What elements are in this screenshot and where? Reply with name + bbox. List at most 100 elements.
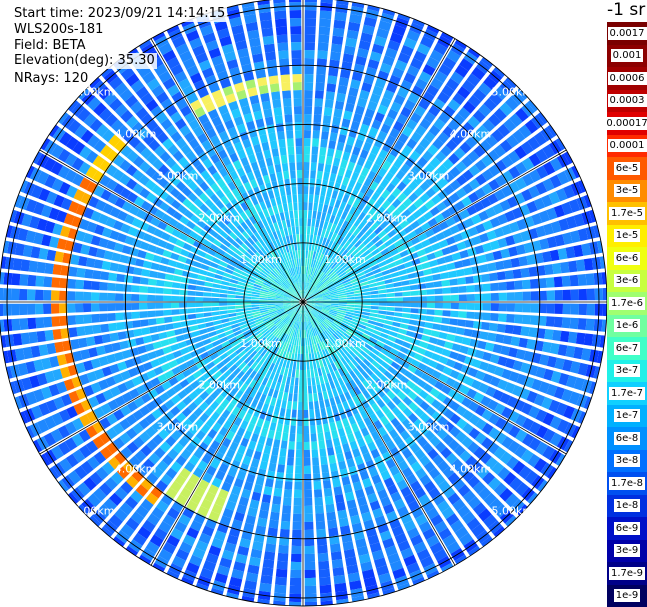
range-bin [90, 358, 101, 369]
range-bin [350, 120, 360, 131]
range-bin [189, 325, 199, 332]
range-bin [410, 220, 420, 230]
range-bin [224, 474, 235, 485]
range-bin [247, 29, 260, 40]
range-bin [49, 355, 60, 368]
range-bin [330, 296, 339, 299]
range-bin [389, 560, 404, 572]
range-bin [425, 315, 435, 322]
range-bin [206, 271, 216, 278]
range-bin [387, 484, 399, 496]
range-bin [130, 490, 144, 504]
range-bin [293, 106, 302, 115]
range-bin [528, 185, 540, 199]
range-bin [203, 297, 212, 302]
range-bin [72, 173, 84, 187]
range-bin [449, 192, 460, 203]
range-bin [350, 514, 361, 525]
range-bin [219, 78, 232, 89]
range-bin [251, 294, 260, 298]
range-bin [41, 234, 52, 247]
range-bin [252, 342, 261, 350]
range-bin [353, 289, 363, 294]
range-bin [83, 477, 97, 491]
range-bin [106, 441, 119, 455]
range-bin [125, 329, 135, 339]
range-bin [515, 107, 529, 122]
range-bin [267, 303, 276, 306]
range-bin [418, 494, 431, 506]
range-bin [174, 268, 183, 276]
range-bin [268, 344, 275, 353]
range-bin [321, 292, 330, 296]
range-bin [484, 342, 495, 352]
range-bin [568, 199, 581, 213]
range-bin [88, 196, 100, 208]
range-bin [239, 55, 251, 66]
range-bin [455, 405, 467, 417]
range-bin [415, 124, 427, 137]
range-bin [343, 332, 352, 340]
range-bin [432, 273, 442, 281]
range-bin [362, 215, 371, 224]
range-bin [442, 197, 454, 208]
range-bin [498, 292, 507, 301]
range-bin [360, 427, 370, 437]
range-bin [303, 178, 309, 187]
range-bin [400, 547, 414, 560]
range-bin [291, 226, 296, 235]
range-bin [385, 315, 394, 321]
range-bin [208, 331, 217, 338]
range-bin [284, 306, 293, 311]
range-bin [386, 82, 398, 94]
range-bin [319, 10, 332, 20]
range-bin [378, 260, 387, 268]
range-bin [333, 574, 346, 585]
range-bin [157, 177, 169, 188]
range-bin [283, 334, 289, 343]
range-bin [305, 321, 308, 330]
range-bin [132, 155, 145, 168]
range-bin [280, 313, 288, 320]
range-bin [207, 484, 219, 496]
range-bin [339, 201, 347, 211]
range-bin [266, 333, 274, 341]
range-bin [183, 162, 194, 174]
range-bin [475, 418, 487, 431]
range-bin [87, 493, 101, 508]
range-bin [211, 214, 221, 224]
range-bin [160, 363, 171, 372]
range-bin [396, 390, 407, 401]
range-bin [402, 448, 413, 459]
range-bin [427, 376, 438, 387]
range-bin [177, 204, 188, 215]
range-bin [251, 491, 262, 502]
range-bin [259, 271, 268, 278]
range-bin [290, 319, 295, 328]
range-bin [298, 194, 303, 203]
range-bin [272, 99, 282, 109]
range-bin [346, 458, 356, 468]
range-bin [418, 169, 430, 180]
colorbar-level-label: 6e-5 [613, 161, 641, 175]
range-bin [93, 451, 107, 465]
range-bin [421, 334, 431, 342]
range-bin [346, 294, 355, 298]
range-bin [119, 502, 134, 516]
range-bin [263, 551, 276, 561]
range-bin [263, 245, 270, 254]
range-bin [481, 409, 493, 421]
range-bin [381, 328, 391, 335]
range-bin [256, 335, 265, 342]
range-bin [259, 297, 268, 300]
range-bin [303, 250, 306, 258]
range-bin [196, 219, 207, 229]
range-bin [284, 305, 292, 310]
range-bin [330, 294, 339, 298]
range-bin [278, 349, 285, 358]
range-bin [533, 131, 547, 146]
range-bin [506, 313, 515, 323]
range-bin [305, 304, 312, 311]
range-bin [466, 311, 475, 319]
range-bin [275, 382, 281, 391]
